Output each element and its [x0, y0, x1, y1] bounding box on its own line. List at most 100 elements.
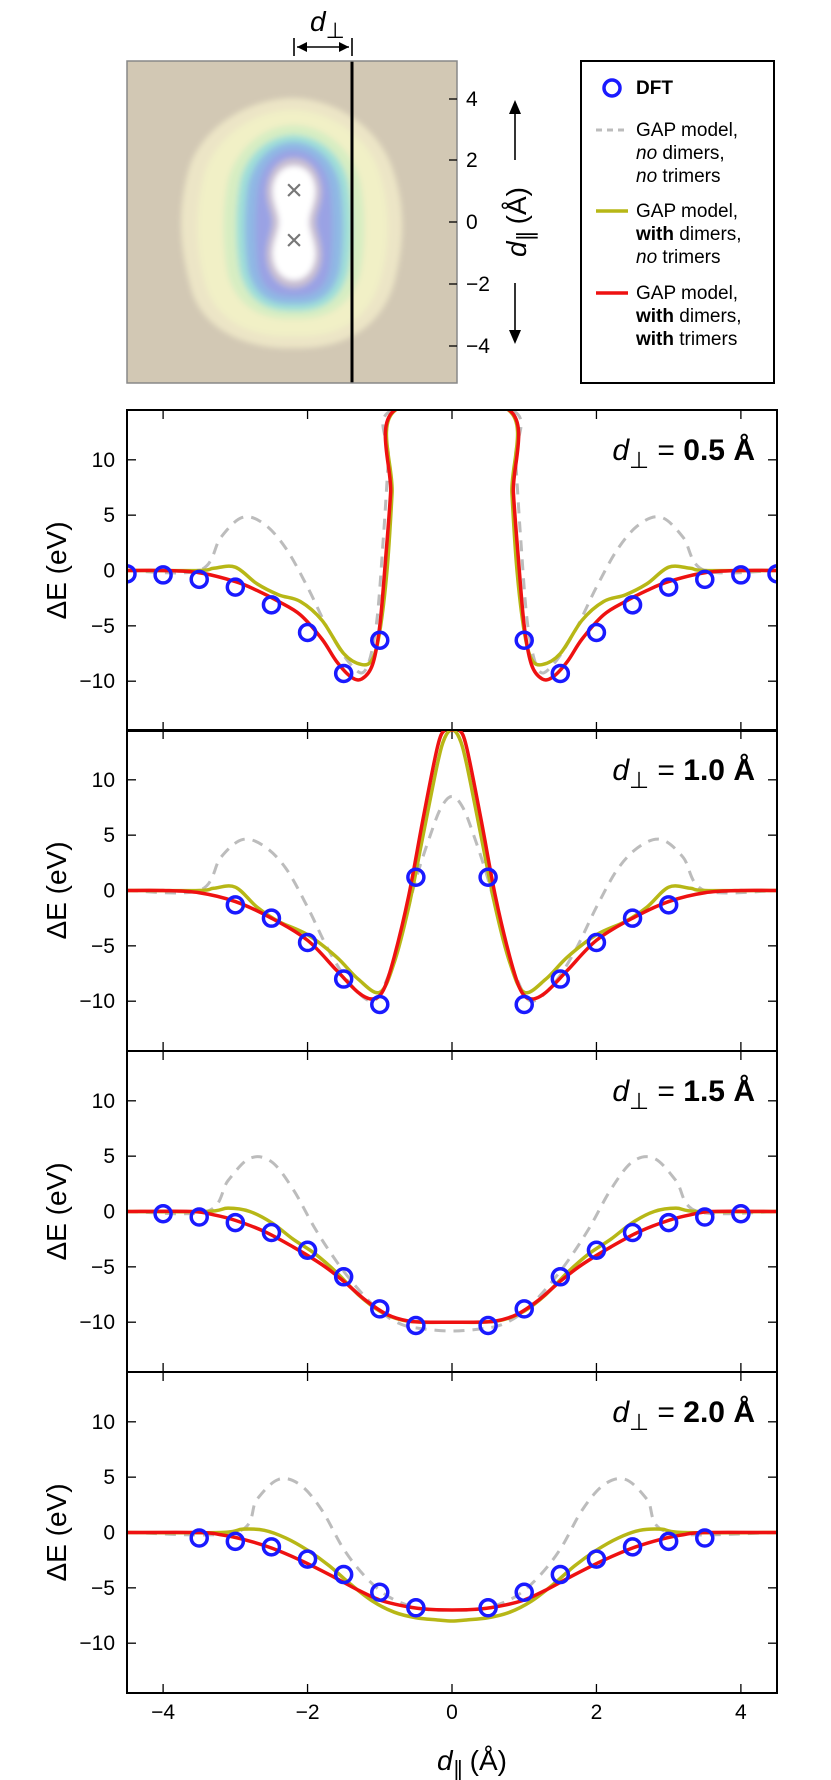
dft-point	[370, 630, 390, 650]
dft-point	[370, 1299, 390, 1319]
dft-point	[225, 1531, 246, 1552]
dft-point	[297, 1240, 318, 1260]
panel-label: d⊥ = 2.0 Å	[612, 1396, 755, 1435]
legend-text-line: with trimers	[635, 329, 737, 350]
dft-point	[695, 1207, 715, 1227]
dft-point	[189, 1528, 209, 1548]
y-tick-label: 10	[92, 1090, 115, 1113]
dft-point	[297, 932, 318, 953]
series-with-trimers	[127, 730, 777, 1001]
energy-contours	[181, 98, 403, 349]
series-no-dimers	[127, 410, 777, 675]
panel-label: d⊥ = 1.5 Å	[612, 1075, 755, 1114]
dft-point	[370, 994, 390, 1015]
series-no-dimers	[127, 1155, 777, 1333]
dft-point	[333, 969, 354, 989]
inset-tick-label: −2	[466, 273, 490, 296]
y-tick-label: 10	[92, 449, 115, 472]
dft-point	[225, 895, 246, 915]
legend-entry-with-trimers: GAP model,with dimers,with trimers	[596, 283, 742, 350]
y-tick-label: 0	[103, 880, 115, 903]
y-axis-label: ΔE (eV)	[41, 1483, 72, 1581]
y-tick-label: −10	[79, 1311, 115, 1334]
legend-text-line: DFT	[636, 78, 673, 99]
dft-point	[370, 1582, 390, 1603]
legend-text-line: no dimers,	[636, 143, 725, 164]
dft-point	[297, 1549, 318, 1569]
series-no-dimers	[127, 1477, 777, 1612]
legend-text-line: with dimers,	[635, 306, 742, 327]
atom-marker-lower: ×	[285, 224, 303, 257]
dft-point	[586, 1549, 607, 1569]
dft-point	[189, 1207, 209, 1227]
series-with-dimers	[127, 1206, 777, 1325]
dft-point	[514, 1582, 534, 1603]
y-tick-label: −5	[91, 1577, 115, 1600]
y-tick-label: 5	[103, 1466, 115, 1489]
dft-point	[406, 1598, 426, 1618]
dft-point	[478, 1598, 498, 1618]
inset-tick-label: 0	[466, 211, 478, 234]
series-with-dimers	[127, 1527, 777, 1623]
dft-point	[153, 565, 173, 585]
d-perp-label: d⊥	[310, 6, 345, 43]
y-tick-label: 5	[103, 824, 115, 847]
dft-point	[153, 1203, 173, 1224]
legend-frame	[580, 60, 775, 384]
y-tick-label: 5	[103, 1145, 115, 1168]
panel-4: 10 5 0 −5 −10 −4 −2 0 2 4 ΔE (eV) d⊥ = 2.0 Å	[41, 1371, 778, 1724]
dft-point	[225, 577, 246, 597]
legend-text-line: GAP model,	[636, 201, 738, 222]
y-tick-label: 0	[103, 1201, 115, 1224]
panel-3: 10 5 0 −5 −10 ΔE (eV) d⊥ = 1.5 Å	[41, 1050, 778, 1373]
dft-point	[550, 969, 571, 989]
dft-point	[767, 564, 777, 584]
dft-point	[586, 622, 607, 643]
dft-point	[261, 1222, 282, 1243]
legend-dft-marker	[602, 78, 622, 98]
dft-point	[658, 1212, 679, 1233]
dft-point	[658, 577, 679, 597]
d-par-rotated-label: d∥(Å)	[501, 187, 538, 257]
dft-point	[297, 622, 318, 643]
x-tick-label: −4	[151, 1701, 175, 1724]
y-tick-label: 0	[103, 1522, 115, 1545]
x-tick-label: 4	[735, 1701, 747, 1724]
dft-point	[550, 1267, 571, 1287]
panel-label: d⊥ = 1.0 Å	[612, 754, 755, 793]
dft-point	[586, 1240, 607, 1260]
dft-point	[225, 1212, 246, 1233]
dft-point	[586, 932, 607, 953]
dft-point	[478, 867, 498, 887]
x-tick-label: −2	[296, 1701, 320, 1724]
legend-text-line: with dimers,	[635, 224, 742, 245]
panel-2: 10 5 0 −5 −10 ΔE (eV) d⊥ = 1.0 Å	[41, 729, 778, 1052]
inset-tick-label: 4	[466, 88, 478, 111]
legend-text-line: GAP model,	[636, 120, 738, 141]
dft-point	[406, 1315, 426, 1336]
legend-text-line: no trimers	[636, 247, 720, 268]
dft-point	[622, 595, 643, 615]
y-axis-label: ΔE (eV)	[41, 521, 72, 619]
y-tick-label: 10	[92, 769, 115, 792]
x-tick-label: 2	[591, 1701, 603, 1724]
plot-area	[127, 1155, 777, 1336]
dft-point	[695, 1528, 715, 1548]
panel-frame	[126, 1371, 778, 1694]
dft-point	[550, 663, 571, 684]
y-tick-label: −5	[91, 1256, 115, 1279]
x-axis-label: d∥ (Å)	[437, 1745, 507, 1780]
dft-point	[261, 908, 282, 928]
dft-point	[514, 1299, 534, 1319]
dft-point	[127, 564, 137, 584]
plot-area	[127, 410, 777, 684]
plot-area	[127, 1477, 777, 1623]
legend-entry-dft: DFT	[602, 78, 673, 99]
panel-label: d⊥ = 0.5 Å	[612, 434, 755, 473]
series-with-trimers	[127, 410, 777, 682]
y-tick-label: 10	[92, 1411, 115, 1434]
dft-point	[406, 867, 426, 887]
y-axis-label: ΔE (eV)	[41, 1162, 72, 1260]
panel-1: 10 5 0 −5 −10 ΔE (eV) d⊥ = 0.5 Å	[41, 409, 778, 732]
